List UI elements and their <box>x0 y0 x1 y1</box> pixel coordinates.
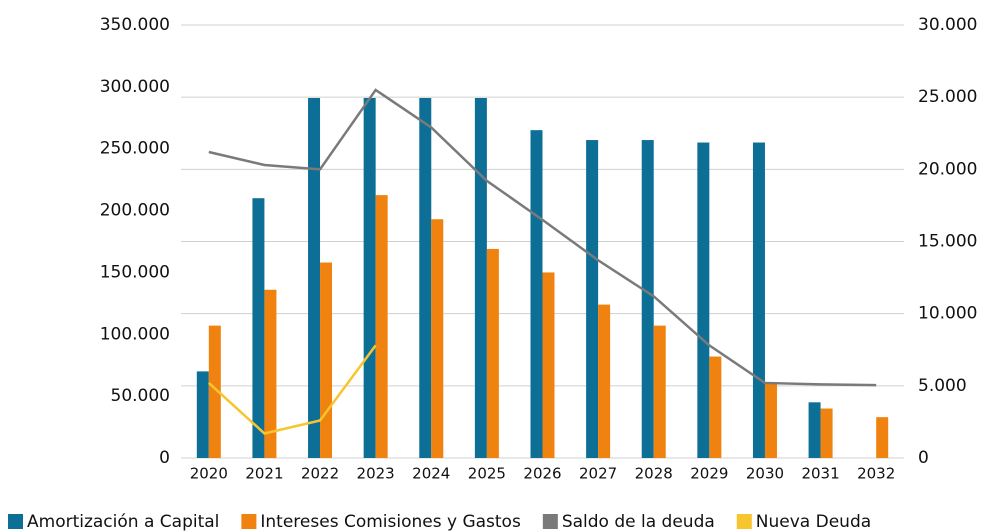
y2-tick-label: 0 <box>918 448 929 468</box>
bar <box>697 142 710 458</box>
y-tick-label: 100.000 <box>100 324 170 344</box>
bar <box>808 402 821 458</box>
y2-tick-label: 15.000 <box>918 232 977 252</box>
bar <box>320 262 333 458</box>
bar <box>586 140 599 458</box>
y2-tick-label: 30.000 <box>918 15 977 35</box>
bar <box>764 382 777 458</box>
y-tick-label: 50.000 <box>111 386 170 406</box>
legend-label: Saldo de la deuda <box>562 512 715 532</box>
legend-swatch <box>8 514 23 529</box>
x-tick-label: 2026 <box>523 465 561 483</box>
bar <box>363 97 376 459</box>
y2-tick-label: 10.000 <box>918 304 977 324</box>
y-tick-label: 200.000 <box>100 201 170 221</box>
legend-swatch <box>736 514 752 529</box>
y-tick-label: 300.000 <box>100 77 170 97</box>
bar <box>419 97 432 459</box>
x-tick-label: 2030 <box>746 465 784 483</box>
bar <box>264 289 277 458</box>
bar <box>752 142 765 458</box>
x-tick-label: 2021 <box>245 465 283 483</box>
bar <box>820 408 833 458</box>
bar <box>375 195 388 458</box>
x-tick-label: 2029 <box>690 465 728 483</box>
bar <box>486 248 499 458</box>
line <box>207 344 377 435</box>
x-tick-label: 2023 <box>357 465 395 483</box>
y-tick-label: 150.000 <box>100 262 170 282</box>
y-tick-label: 350.000 <box>100 15 170 35</box>
x-tick-label: 2024 <box>412 465 450 483</box>
bar <box>208 325 221 458</box>
legend-label: Intereses Comisiones y Gastos <box>260 512 521 532</box>
legend-label: Amortización a Capital <box>27 512 219 532</box>
legend-swatch <box>241 514 257 529</box>
bar <box>308 97 321 459</box>
x-tick-label: 2027 <box>579 465 617 483</box>
y2-tick-label: 20.000 <box>918 159 977 179</box>
bar <box>474 97 487 459</box>
legend-swatch <box>542 514 558 529</box>
x-tick-label: 2032 <box>857 465 895 483</box>
bar <box>252 198 265 458</box>
bar <box>876 417 889 458</box>
bar <box>530 130 543 458</box>
y2-tick-label: 5.000 <box>918 376 967 396</box>
x-tick-label: 2025 <box>468 465 506 483</box>
x-tick-label: 2031 <box>801 465 839 483</box>
y2-tick-label: 25.000 <box>918 87 977 107</box>
x-tick-label: 2028 <box>635 465 673 483</box>
x-tick-label: 2022 <box>301 465 339 483</box>
bar <box>598 304 611 458</box>
bar <box>431 219 444 458</box>
bar <box>542 272 555 458</box>
y-tick-label: 250.000 <box>100 139 170 159</box>
bar <box>641 140 654 458</box>
line <box>208 88 877 387</box>
bar <box>196 371 209 458</box>
bar <box>653 325 666 458</box>
bar <box>709 356 722 458</box>
x-tick-label: 2020 <box>190 465 228 483</box>
y-tick-label: 0 <box>159 448 170 468</box>
legend-label: Nueva Deuda <box>756 512 871 532</box>
